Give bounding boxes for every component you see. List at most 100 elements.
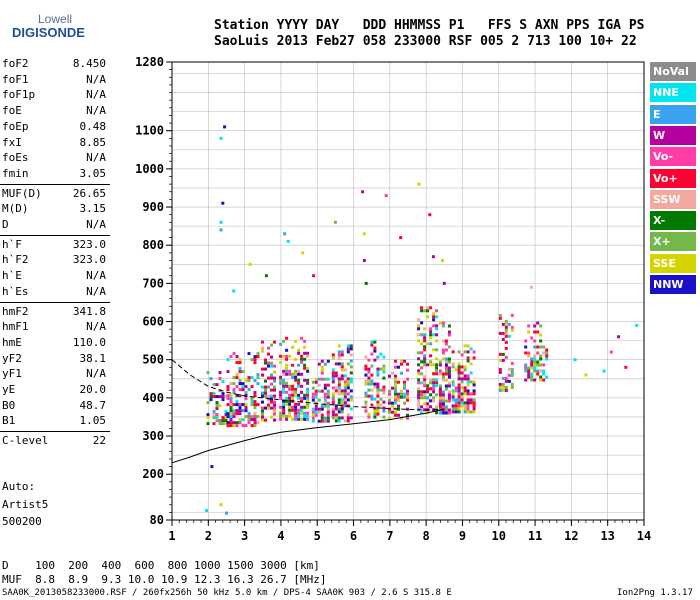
echo-point bbox=[472, 404, 476, 408]
echo-point bbox=[303, 378, 307, 382]
echo-point bbox=[457, 407, 461, 411]
echo-point bbox=[441, 411, 445, 415]
echo-point bbox=[340, 365, 344, 369]
echo-point bbox=[426, 384, 430, 388]
echo-point bbox=[238, 412, 242, 416]
echo-point bbox=[423, 354, 427, 358]
echo-point bbox=[376, 403, 380, 407]
echo-point bbox=[441, 393, 445, 397]
footer-file-info: SAA0K_2013058233000.RSF / 260fx256h 50 k… bbox=[2, 588, 452, 598]
echo-point bbox=[209, 377, 213, 381]
echo-point bbox=[235, 421, 239, 425]
echo-point bbox=[343, 380, 347, 384]
echo-point bbox=[320, 413, 324, 417]
echo-point bbox=[426, 309, 430, 313]
echo-point bbox=[235, 403, 239, 407]
legend-item-vo-: Vo- bbox=[650, 147, 696, 167]
echo-point bbox=[270, 397, 273, 401]
echo-point bbox=[212, 410, 216, 414]
scatter-point bbox=[399, 236, 403, 240]
echo-point bbox=[447, 393, 451, 397]
echo-point bbox=[264, 385, 267, 389]
echo-point bbox=[232, 388, 236, 392]
scatter-point bbox=[573, 358, 577, 362]
echo-point bbox=[429, 306, 433, 310]
echo-point bbox=[400, 395, 403, 399]
echo-point bbox=[397, 398, 400, 402]
echo-point bbox=[226, 370, 230, 374]
echo-point bbox=[300, 417, 304, 421]
echo-point bbox=[326, 359, 330, 363]
param-value: 22 bbox=[92, 434, 106, 448]
echo-point bbox=[282, 384, 286, 388]
echo-point bbox=[376, 370, 380, 374]
param-value: 3.05 bbox=[79, 166, 107, 180]
echo-point bbox=[253, 391, 257, 395]
echo-point bbox=[432, 312, 436, 316]
echo-point bbox=[311, 392, 315, 396]
echo-point bbox=[320, 359, 324, 363]
echo-point bbox=[314, 392, 318, 396]
echo-point bbox=[388, 398, 391, 402]
echo-point bbox=[438, 372, 442, 376]
echo-point bbox=[273, 394, 276, 398]
echo-point bbox=[441, 408, 445, 412]
echo-point bbox=[542, 345, 546, 349]
param-value: 38.1 bbox=[79, 351, 107, 365]
echo-point bbox=[288, 408, 292, 412]
echo-point bbox=[306, 387, 310, 391]
param-name: foF1 bbox=[2, 72, 29, 86]
echo-point bbox=[270, 406, 273, 410]
echo-point bbox=[400, 362, 403, 366]
echo-point bbox=[460, 353, 464, 357]
echo-point bbox=[370, 343, 374, 347]
x-tick-label: 11 bbox=[528, 529, 542, 543]
echo-point bbox=[270, 415, 273, 419]
auto-version: 500200 bbox=[2, 515, 42, 528]
echo-point bbox=[394, 365, 397, 369]
param-row: h`F 323.0 bbox=[0, 238, 108, 253]
echo-point bbox=[294, 393, 298, 397]
echo-point bbox=[218, 422, 222, 426]
echo-point bbox=[466, 374, 470, 378]
echo-point bbox=[215, 395, 219, 399]
echo-point bbox=[533, 354, 537, 358]
echo-point bbox=[320, 365, 324, 369]
echo-point bbox=[394, 380, 397, 384]
echo-point bbox=[267, 346, 270, 350]
echo-point bbox=[447, 369, 451, 373]
brand-logo-line1: Lowell bbox=[38, 12, 73, 26]
param-value: N/A bbox=[86, 104, 106, 118]
echo-point bbox=[285, 369, 289, 373]
echo-point bbox=[533, 330, 537, 334]
echo-point bbox=[472, 380, 476, 384]
echo-point bbox=[429, 399, 433, 403]
echo-point bbox=[317, 383, 321, 387]
echo-point bbox=[429, 405, 433, 409]
echo-point bbox=[337, 362, 341, 366]
legend-item-e: E bbox=[650, 104, 696, 124]
echo-point bbox=[454, 404, 458, 408]
echo-point bbox=[501, 376, 505, 380]
echo-point bbox=[533, 324, 537, 328]
param-name: foEp bbox=[2, 119, 29, 133]
echo-point bbox=[364, 406, 368, 410]
echo-point bbox=[331, 398, 335, 402]
echo-point bbox=[501, 337, 505, 341]
echo-point bbox=[391, 401, 394, 405]
echo-point bbox=[320, 419, 324, 423]
echo-point bbox=[238, 418, 242, 422]
echo-point bbox=[447, 381, 451, 385]
echo-point bbox=[400, 392, 403, 396]
echo-point bbox=[510, 313, 514, 317]
echo-point bbox=[282, 381, 286, 385]
echo-point bbox=[432, 399, 436, 403]
param-name: B0 bbox=[2, 398, 16, 412]
echo-point bbox=[331, 392, 335, 396]
echo-point bbox=[346, 383, 350, 387]
param-row: foE N/A bbox=[0, 104, 108, 119]
param-row: foEp 0.48 bbox=[0, 120, 108, 135]
profile-trace-dashed bbox=[171, 359, 443, 411]
echo-point bbox=[510, 373, 514, 377]
echo-point bbox=[376, 400, 380, 404]
